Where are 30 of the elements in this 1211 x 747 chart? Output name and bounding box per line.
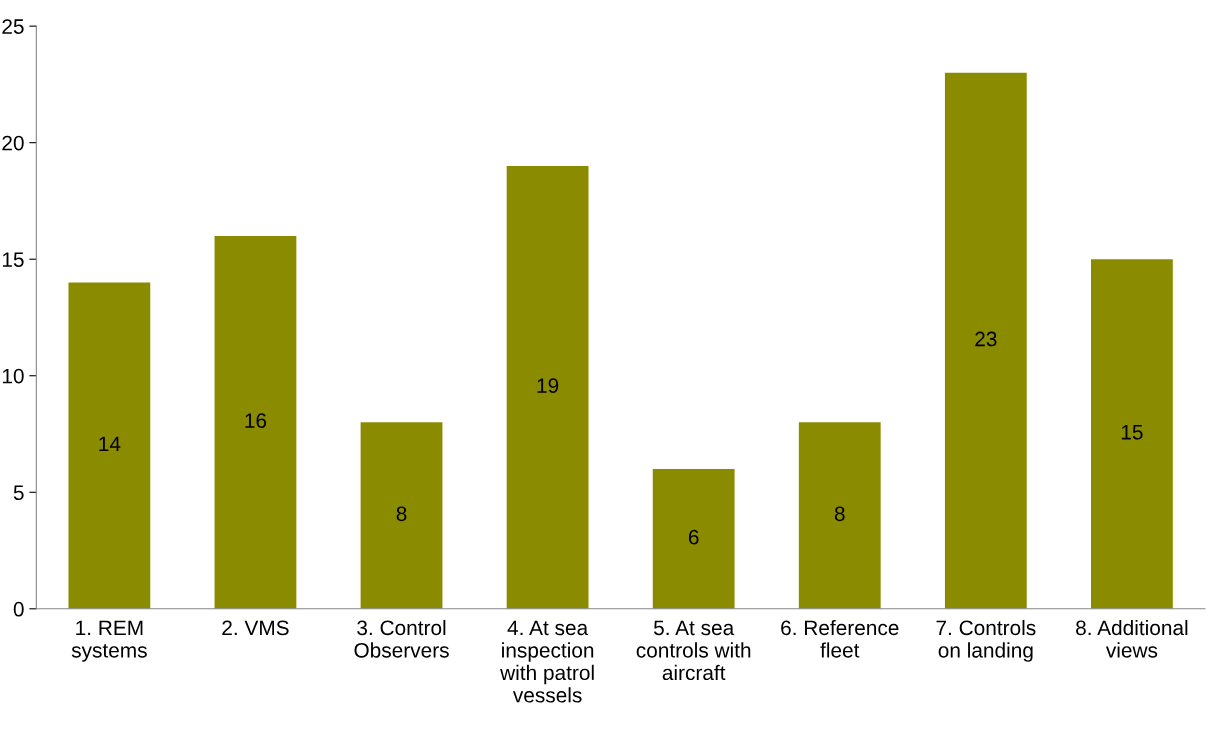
data-label: 14 [99,436,121,452]
data-label: 16 [245,413,267,428]
x-tick-label: 7. Controls on landing [936,619,1036,662]
data-label: 15 [1121,425,1143,440]
x-tick-label: 1. REM systems [71,620,147,662]
data-label: 19 [537,378,559,393]
data-label: 8 [834,506,845,522]
y-tick-label: 5 [13,485,24,501]
bar [360,422,443,609]
x-tick-label: 2. VMS [222,620,289,636]
bar [506,165,589,609]
x-tick-label: 3. Control Observers [354,619,449,658]
bar [68,282,151,609]
data-label: 23 [975,331,997,347]
data-label: 8 [396,506,407,522]
bar [798,422,881,609]
x-tick-label: 5. At sea controls with aircraft [636,620,751,681]
x-tick-label: 6. Reference fleet [781,619,899,658]
bar [944,72,1027,609]
x-tick-label: 4. At sea inspection with patrol vessels [500,620,594,703]
y-tick-label: 0 [13,601,24,617]
x-tick-label: 8. Additional views [1076,619,1188,658]
y-tick-label: 10 [2,368,24,384]
bar [652,468,735,609]
bar [214,235,297,609]
data-label: 6 [688,529,699,545]
y-tick-label: 20 [2,135,24,151]
y-tick-label: 15 [2,252,24,267]
y-tick-label: 25 [2,19,24,34]
bar [1091,259,1173,609]
